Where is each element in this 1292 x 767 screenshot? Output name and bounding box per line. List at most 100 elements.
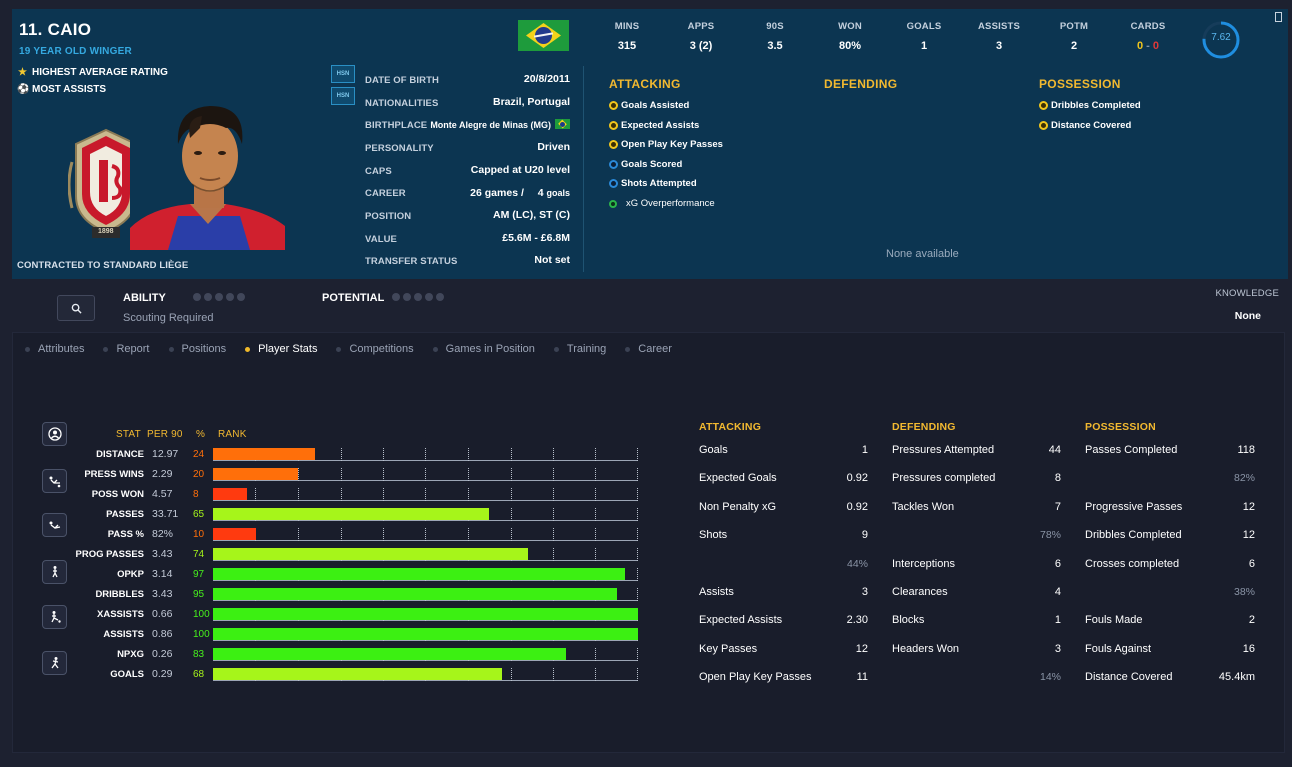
info-label: POSITION: [365, 211, 412, 222]
rank-tick: [298, 468, 299, 481]
tab-competitions[interactable]: Competitions: [336, 343, 432, 355]
tab-attributes[interactable]: Attributes: [25, 343, 103, 355]
player-name: 11. CAIO: [19, 20, 92, 39]
search-button[interactable]: [57, 295, 95, 321]
trait-label: Goals Assisted: [621, 100, 690, 111]
detail-stat-value: 6: [1054, 558, 1061, 570]
highlight-dot-icon: [1039, 121, 1048, 130]
rank-bar: [213, 628, 638, 640]
summary-defending-title: DEFENDING: [824, 77, 898, 91]
rank-tick: [383, 488, 384, 501]
stat-head-cards: CARDS: [1130, 21, 1166, 32]
stat-value-goals: 1: [920, 40, 928, 52]
ability-stars: [193, 293, 245, 301]
rank-tick: [553, 448, 554, 461]
rank-per90-value: 3.43: [152, 588, 173, 600]
rank-per90-value: 33.71: [152, 508, 179, 520]
hsn-badge[interactable]: HSN: [331, 87, 355, 105]
highlight-dot-icon: [609, 199, 617, 208]
detail-stat-value: 45.4km: [1218, 671, 1255, 683]
scouting-required: Scouting Required: [123, 312, 214, 324]
highlight-dot-icon: [609, 121, 618, 130]
search-icon: [71, 303, 82, 314]
rank-tick: [637, 648, 638, 661]
stat-head-potm: POTM: [1059, 21, 1089, 32]
tab-positions[interactable]: Positions: [168, 343, 246, 355]
detail-stat-label: Interceptions: [892, 558, 955, 570]
shooting-category-button[interactable]: [42, 651, 67, 675]
rank-tick: [468, 448, 469, 461]
tab-player-stats[interactable]: Player Stats: [245, 343, 336, 355]
info-value: AM (LC), ST (C): [493, 209, 570, 221]
rank-tick: [637, 588, 638, 601]
yellow-cards: 0: [1136, 40, 1144, 52]
award-most-assists: ⚽ MOST ASSISTS: [17, 84, 106, 95]
rank-stat-label: PRESS WINS: [84, 469, 144, 480]
rank-percentile-value: 83: [193, 649, 205, 660]
rank-tick: [511, 668, 512, 681]
passing-category-button[interactable]: [42, 560, 67, 584]
rank-tick: [341, 448, 342, 461]
info-value-birthplace: Monte Alegre de Minas (MG): [430, 119, 570, 131]
content-panel: [12, 332, 1285, 753]
rank-tick: [341, 488, 342, 501]
detail-stat-label: Headers Won: [892, 643, 960, 655]
detail-stat-value: 2: [1248, 614, 1255, 626]
highlight-dot-icon: [609, 140, 618, 149]
tab-training[interactable]: Training: [553, 343, 625, 355]
summary-attacking-title: ATTACKING: [609, 77, 681, 91]
detail-stat-percentage: 44%: [846, 558, 868, 570]
tab-report[interactable]: Report: [103, 343, 168, 355]
crest-year: 1898: [98, 228, 114, 235]
tab-career[interactable]: Career: [625, 343, 691, 355]
info-label: BIRTHPLACE: [365, 120, 428, 131]
rank-per90-value: 82%: [152, 528, 174, 540]
rank-bar-track: [213, 608, 638, 621]
award-highest-rating: ★ HIGHEST AVERAGE RATING: [17, 67, 168, 78]
rank-percentile-value: 24: [193, 449, 205, 460]
rank-stat-label: PASSES: [106, 509, 144, 520]
hsn-badge[interactable]: HSN: [331, 65, 355, 83]
rank-bar: [213, 528, 256, 540]
tackling-category-button[interactable]: [42, 513, 67, 537]
trait-item: Shots Attempted: [609, 178, 697, 189]
rank-bar-track: [213, 568, 638, 581]
info-value: Driven: [537, 141, 570, 153]
rank-stat-label: PROG PASSES: [75, 549, 144, 560]
general-category-button[interactable]: [42, 422, 67, 446]
rank-bar: [213, 648, 566, 660]
rank-tick: [553, 548, 554, 561]
average-rating-value: 7.62: [1211, 32, 1231, 43]
detail-stat-percentage: 82%: [1233, 472, 1255, 484]
knowledge-label: KNOWLEDGE: [1215, 288, 1279, 299]
rank-tick: [511, 528, 512, 541]
rank-tick: [637, 508, 638, 521]
rank-tick: [425, 468, 426, 481]
rank-tick: [637, 668, 638, 681]
detail-stat-label: Tackles Won: [892, 501, 955, 513]
tab-games-in-position[interactable]: Games in Position: [432, 343, 554, 355]
trait-label: Dribbles Completed: [1051, 100, 1141, 111]
rank-tick: [255, 488, 256, 501]
rank-bar: [213, 448, 315, 460]
stat-head-apps: APPS: [687, 21, 715, 32]
trait-item: Distance Covered: [1039, 120, 1131, 131]
detail-stat-label: Assists: [699, 586, 734, 598]
tackle-icon: [49, 476, 60, 488]
player-subtitle: 19 YEAR OLD WINGER: [19, 46, 132, 57]
rank-bar-track: [213, 528, 638, 541]
rank-bar: [213, 488, 247, 500]
info-value: £5.6M - £6.8M: [502, 232, 570, 244]
detail-stat-value: 4: [1054, 586, 1061, 598]
detail-stat-label: Expected Assists: [699, 614, 783, 626]
creating-category-button[interactable]: [42, 605, 67, 629]
detail-stat-value: 1: [861, 444, 868, 456]
defending-category-button[interactable]: [42, 469, 67, 493]
rank-tick: [341, 468, 342, 481]
rank-bar: [213, 548, 528, 560]
summary-possession-title: POSSESSION: [1039, 77, 1121, 91]
document-icon[interactable]: [1275, 12, 1282, 22]
detail-stat-label: Key Passes: [699, 643, 758, 655]
rank-per90-value: 2.29: [152, 468, 173, 480]
rank-bar-track: [213, 488, 638, 501]
